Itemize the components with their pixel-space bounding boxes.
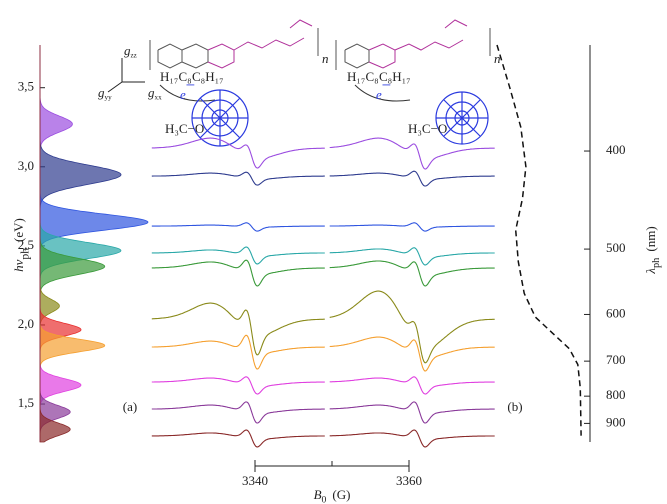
y2-tick-label: 600 (606, 305, 626, 320)
ester-label: H₃C−O (408, 121, 447, 136)
y2-tick-label: 800 (606, 387, 626, 402)
y2-tick-label: 700 (606, 352, 626, 367)
chart: 1,52,02,53,03,54005006007008009003340336… (0, 0, 667, 504)
alkyl-label: C₈H₁₇ (192, 69, 224, 84)
label-sub: zz (131, 51, 137, 59)
epr-trace (330, 171, 495, 186)
label-sub: ph (651, 257, 662, 268)
label: gyy (98, 85, 112, 101)
epr-trace (152, 377, 325, 394)
epr-trace (152, 223, 325, 231)
label: B0 (G) (314, 487, 351, 504)
label-sub: ph (18, 248, 31, 260)
epr-trace (330, 261, 495, 286)
alkyl-label: H₁₇C₈ (160, 69, 192, 84)
epr-trace (152, 247, 325, 264)
label: λph(nm) (643, 226, 662, 274)
epr-trace (330, 337, 495, 371)
repeat-label: n (494, 51, 501, 66)
label-unit: (nm) (643, 226, 658, 251)
fullerenes (192, 90, 488, 146)
epr-trace (330, 402, 495, 423)
alkyl-label: C₈H₁₇ (379, 69, 411, 84)
g-axes-icon (108, 58, 145, 92)
y2-tick-label: 500 (606, 240, 626, 255)
alkyl-label: H₁₇C₈ (347, 69, 379, 84)
epr-trace (152, 335, 325, 369)
epr-trace (330, 377, 495, 394)
x-tick-label: 3360 (396, 473, 422, 488)
label-unit: (G) (332, 487, 350, 502)
panel-label: (b) (507, 399, 522, 414)
epr-trace (330, 430, 495, 447)
epr-trace (330, 223, 495, 231)
structure-left (150, 20, 318, 101)
epr-trace (152, 138, 325, 168)
panel-label: (a) (123, 399, 137, 414)
label-sub: yy (105, 93, 113, 101)
y2-tick-label: 900 (606, 414, 626, 429)
y-tick-label: 2,0 (18, 316, 34, 331)
x-tick-label: 3340 (242, 473, 268, 488)
epr-trace (152, 260, 325, 286)
epr-trace (152, 402, 325, 423)
label-sub: 0 (322, 495, 327, 504)
absorption-curve (497, 45, 581, 436)
y-tick-label: 1,5 (18, 395, 34, 410)
y2-tick-label: 400 (606, 142, 626, 157)
label-sub: xx (155, 93, 163, 101)
y-tick-label: 3,0 (18, 158, 34, 173)
label-unit: (eV) (11, 218, 26, 242)
epr-trace (152, 430, 325, 447)
page: 1,52,02,53,03,54005006007008009003340336… (0, 0, 667, 504)
epr-trace (330, 291, 495, 363)
label-main: hν (11, 259, 26, 272)
epr-trace (152, 303, 325, 355)
structure-right (336, 20, 490, 101)
epr-trace (152, 172, 325, 185)
ester-label: H₃C−O (165, 121, 204, 136)
y-tick-label: 3,5 (18, 79, 34, 94)
repeat-label: n (322, 51, 329, 66)
label: gxx (148, 85, 162, 101)
label-main: B (314, 487, 322, 502)
label: gzz (124, 43, 137, 59)
